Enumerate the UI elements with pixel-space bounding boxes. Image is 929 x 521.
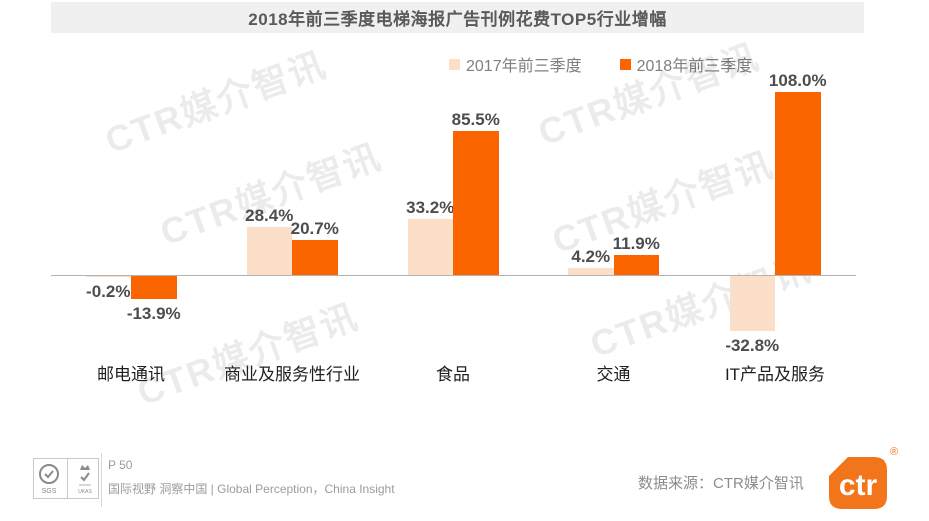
- value-label-2018年前三季度-商业及服务性行业: 20.7%: [290, 219, 339, 239]
- bar-2018年前三季度-交通: [613, 254, 659, 275]
- category-label-商业及服务性行业: 商业及服务性行业: [224, 365, 360, 384]
- bar-2017年前三季度-交通: [568, 267, 614, 275]
- category-label-IT产品及服务: IT产品及服务: [724, 365, 826, 384]
- page-number: P 50: [108, 458, 133, 472]
- ctr-logo: ctr: [829, 457, 887, 509]
- cert-divider: [67, 459, 69, 498]
- sgs-logo-icon: SGS: [39, 463, 60, 495]
- bar-2018年前三季度-商业及服务性行业: [292, 240, 338, 275]
- value-label-2017年前三季度-交通: 4.2%: [571, 246, 611, 266]
- category-label-交通: 交通: [596, 365, 631, 384]
- certification-logos: SGS UKAS: [33, 458, 99, 499]
- category-label-邮电通讯: 邮电通讯: [97, 365, 165, 384]
- x-axis-line: [51, 275, 856, 276]
- bar-2018年前三季度-邮电通讯: [131, 276, 177, 300]
- page-title-bar: 2018年前三季度电梯海报广告刊例花费TOP5行业增幅: [51, 2, 864, 33]
- value-label-2017年前三季度-邮电通讯: -0.2%: [86, 282, 131, 301]
- legend-swatch-2018: [619, 58, 631, 70]
- footer-divider: [101, 453, 102, 507]
- svg-text:UKAS: UKAS: [78, 489, 92, 495]
- value-label-2018年前三季度-IT产品及服务: 108.0%: [768, 71, 827, 91]
- ctr-logo-shape: [829, 457, 887, 509]
- value-label-2017年前三季度-IT产品及服务: -32.8%: [725, 336, 780, 356]
- page-title: 2018年前三季度电梯海报广告刊例花费TOP5行业增幅: [248, 10, 667, 29]
- bar-2018年前三季度-IT产品及服务: [775, 92, 821, 275]
- value-label-2018年前三季度-食品: 85.5%: [451, 109, 500, 129]
- legend-label-2018: 2018年前三季度: [636, 58, 753, 75]
- value-label-2018年前三季度-交通: 11.9%: [612, 233, 660, 253]
- category-label-食品: 食品: [436, 365, 470, 384]
- svg-text:SGS: SGS: [42, 488, 57, 495]
- legend-label-2017: 2017年前三季度: [466, 58, 582, 75]
- legend-swatch-2017: [449, 58, 460, 70]
- value-label-2017年前三季度-商业及服务性行业: 28.4%: [245, 206, 294, 225]
- bar-2017年前三季度-商业及服务性行业: [246, 227, 292, 275]
- bar-chart: -0.2% -13.9% 邮电通讯 28.4% 20.7% 商业及服务性行业 33.2% 85…: [51, 71, 856, 384]
- bar-2017年前三季度-IT产品及服务: [729, 276, 775, 332]
- value-label-2018年前三季度-邮电通讯: -13.9%: [126, 304, 181, 324]
- value-label-2017年前三季度-食品: 33.2%: [406, 197, 455, 217]
- ukas-logo-icon: UKAS: [78, 464, 92, 495]
- bar-2017年前三季度-食品: [407, 218, 453, 275]
- chart-legend: 2017年前三季度 2018年前三季度: [449, 52, 752, 76]
- data-source-label: 数据来源：CTR媒介智讯: [638, 475, 804, 492]
- bar-2017年前三季度-邮电通讯: [85, 276, 131, 277]
- registered-trademark: ®: [890, 446, 899, 458]
- legend-item-2018: 2018年前三季度: [619, 52, 753, 76]
- svg-text:ctr: ctr: [839, 469, 878, 502]
- legend-item-2017: 2017年前三季度: [449, 52, 582, 76]
- footer-tagline: 国际视野 洞察中国 | Global Perception，China Insi…: [108, 482, 395, 496]
- bar-2018年前三季度-食品: [453, 130, 499, 275]
